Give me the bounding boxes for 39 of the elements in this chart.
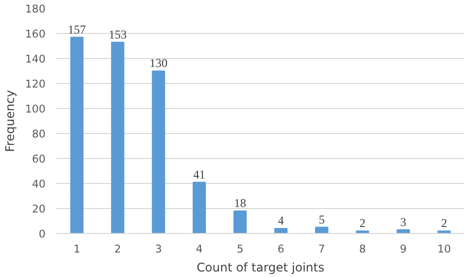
bar [192, 182, 206, 234]
x-tick-label: 9 [400, 242, 407, 256]
x-axis-title: Count of target joints [196, 260, 324, 274]
x-tick-label: 10 [437, 242, 452, 256]
data-label: 130 [150, 56, 168, 70]
y-tick-label: 180 [25, 2, 46, 16]
y-axis-title: Frequency [3, 90, 18, 152]
y-tick-label: 140 [25, 52, 46, 66]
y-tick-label: 40 [32, 178, 46, 190]
x-tick-label: 1 [74, 242, 80, 256]
bar [315, 226, 328, 234]
data-label: 4 [278, 214, 284, 228]
y-tick-label: 80 [32, 128, 46, 140]
y-tick-label: 0 [38, 228, 46, 240]
y-tick-label: 160 [25, 28, 46, 40]
data-label: 153 [108, 27, 127, 42]
x-tick-label: 7 [318, 242, 326, 256]
x-tick-label: 4 [196, 242, 203, 256]
y-tick-label: 100 [25, 102, 46, 116]
data-label: 2 [441, 216, 448, 230]
x-tick-label: 8 [359, 242, 366, 256]
y-tick-label: 20 [32, 202, 46, 216]
y-tick-label: 60 [32, 152, 46, 166]
bar [111, 42, 124, 234]
data-label: 2 [360, 216, 366, 230]
data-label: 41 [193, 167, 206, 182]
bar [70, 36, 84, 234]
x-tick-label: 2 [114, 242, 122, 256]
y-tick-label: 120 [25, 78, 46, 90]
bar [233, 210, 247, 234]
data-label: 3 [400, 214, 406, 229]
x-tick-label: 6 [278, 242, 285, 256]
bar [152, 70, 166, 234]
x-tick-label: 5 [236, 242, 244, 256]
bar [274, 228, 288, 234]
data-label: 5 [318, 212, 325, 226]
x-tick-label: 3 [155, 242, 162, 256]
data-label: 157 [68, 22, 86, 36]
data-label: 18 [234, 196, 246, 210]
